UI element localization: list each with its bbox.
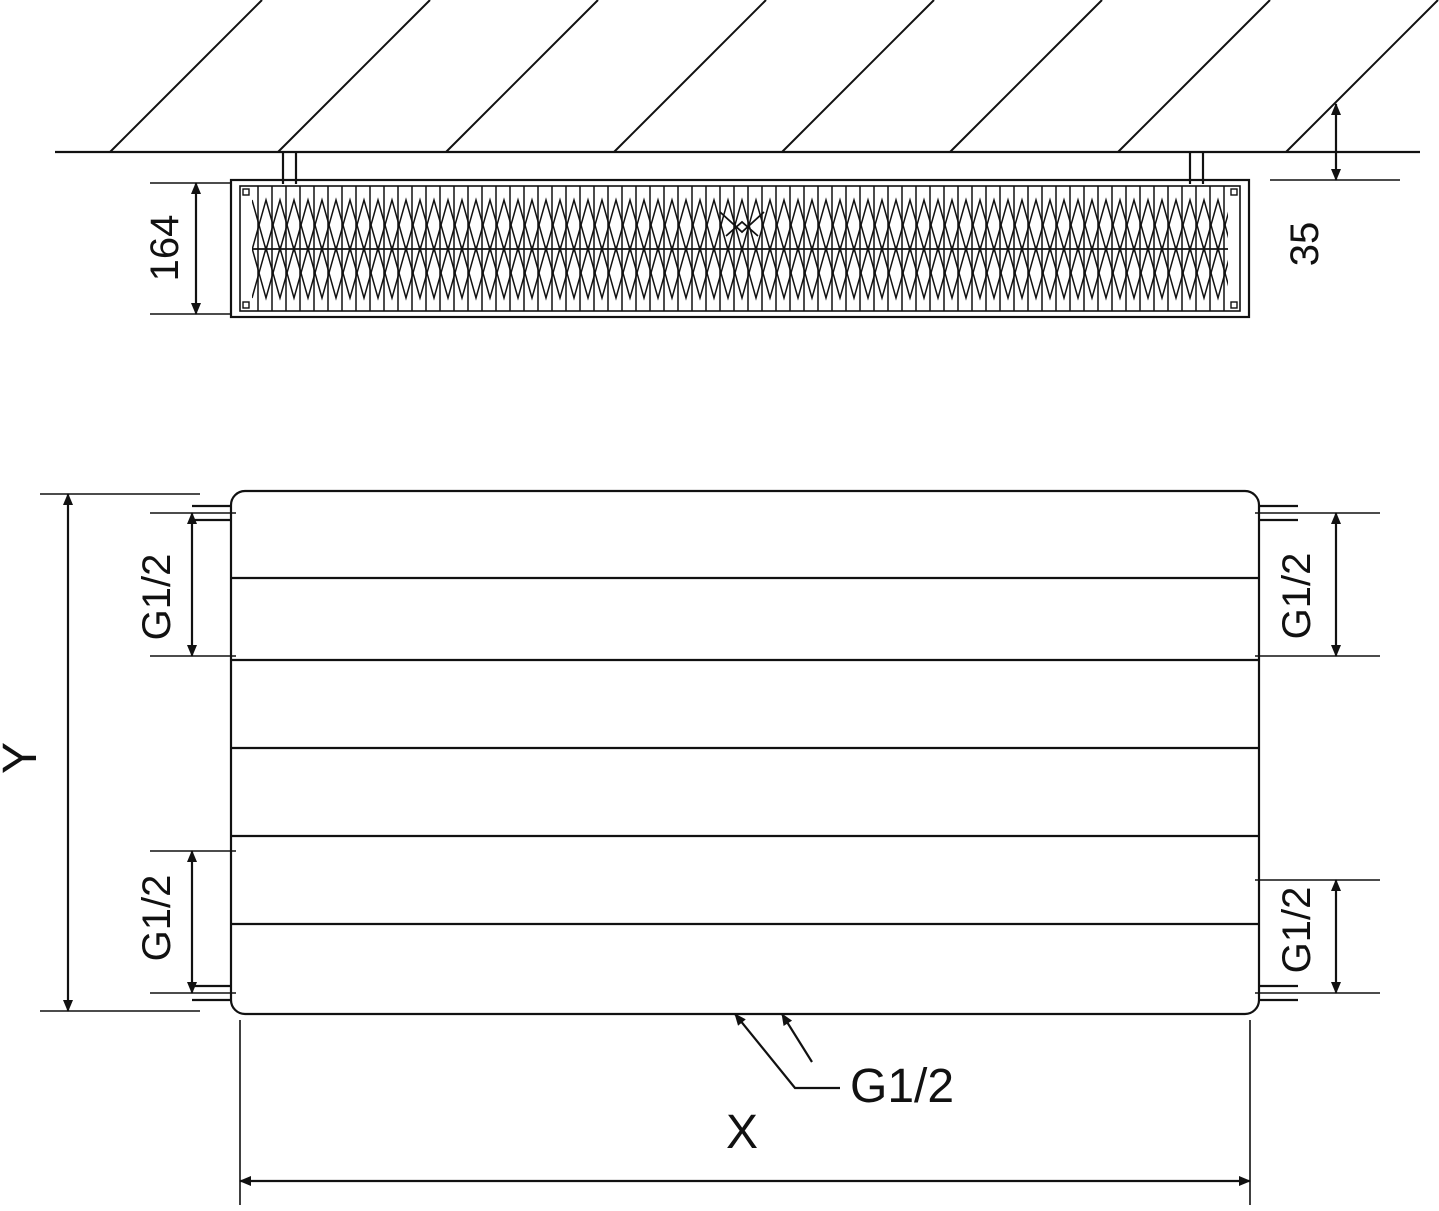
- left-connections: [192, 504, 231, 1002]
- dimension-y: [40, 493, 200, 1012]
- label-thread-top-right: G1/2: [1275, 553, 1319, 640]
- label-wall-gap-35: 35: [1283, 222, 1327, 267]
- wall-brackets: [281, 152, 1205, 184]
- top-view-section: [55, 0, 1439, 319]
- dimension-g12-bottom-left: [150, 850, 236, 994]
- dimension-x: [239, 1020, 1251, 1205]
- dimension-g12-bottom-right: [1255, 879, 1380, 994]
- label-axis-y: Y: [0, 742, 47, 774]
- right-connections: [1259, 504, 1298, 1002]
- radiator-section-outline: [229, 178, 1251, 319]
- front-view: [40, 489, 1380, 1205]
- label-axis-x: X: [726, 1106, 758, 1159]
- panel-outline: [229, 489, 1261, 1016]
- wall-hatching: [109, 0, 1439, 153]
- label-thread-bottom-right: G1/2: [1275, 887, 1319, 974]
- dimension-35: [1270, 103, 1400, 181]
- leader-lines-g12-center: [734, 1013, 840, 1090]
- label-thread-bottom-left: G1/2: [135, 875, 179, 962]
- panel-grooves: [231, 576, 1259, 926]
- convector-fin-pattern: [252, 186, 1228, 311]
- dimension-g12-top-right: [1255, 512, 1380, 657]
- label-height-164: 164: [143, 215, 187, 282]
- label-thread-bottom-center: G1/2: [850, 1060, 954, 1113]
- dimension-g12-top-left: [150, 512, 236, 657]
- dimension-164: [150, 182, 231, 315]
- section-corner-marks: [242, 188, 1238, 309]
- dimension-labels: 164 35 Y X G1/2 G1/2 G1/2 G1/2 G1/2: [0, 215, 1327, 1159]
- label-thread-top-left: G1/2: [135, 554, 179, 641]
- radiator-section-inner: [239, 185, 1241, 312]
